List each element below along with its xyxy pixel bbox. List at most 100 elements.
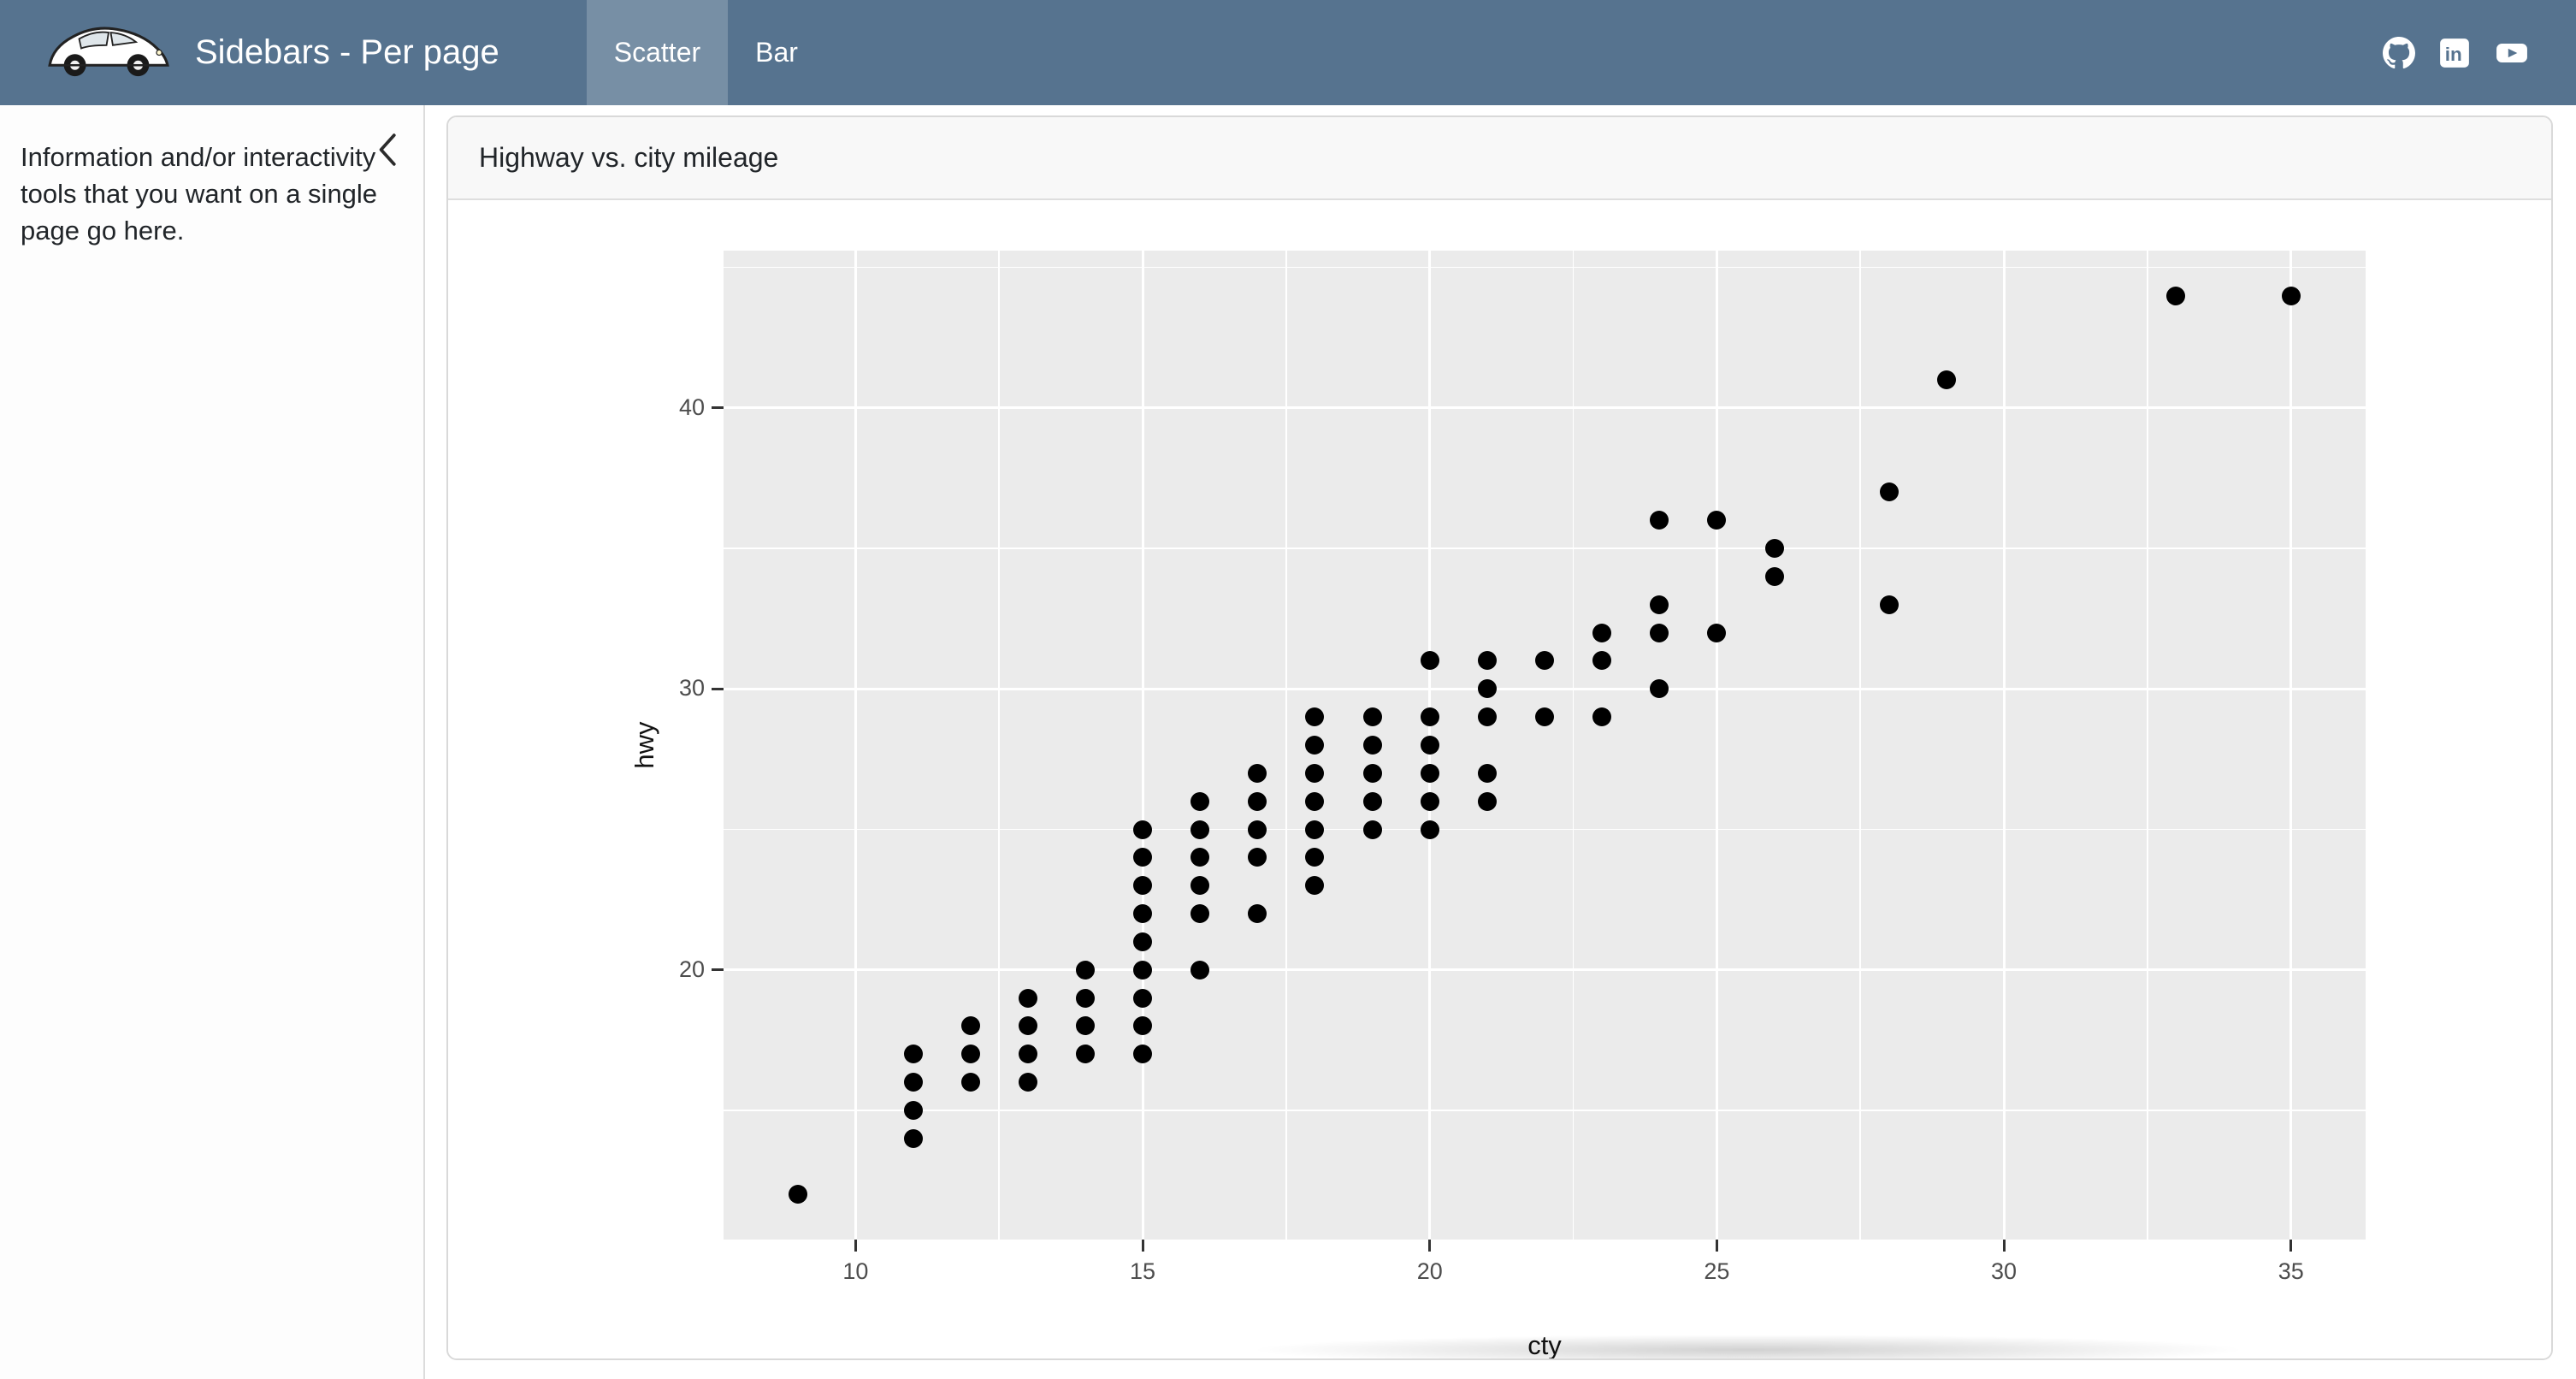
scatter-plot: 10 15 20 25 30 35 20 30 40 cty hwy: [448, 200, 2551, 1358]
data-point: [1477, 651, 1497, 671]
gridline-minor-x: [1859, 251, 1861, 1240]
plot-card: Highway vs. city mileage 10 15 20 25 30 35 20 3…: [446, 115, 2553, 1360]
social-links: in: [2383, 0, 2576, 105]
navbar: Sidebars - Per page Scatter Bar in: [0, 0, 2576, 105]
gridline-major-y: [724, 687, 2366, 690]
data-point: [1075, 988, 1095, 1008]
svg-text:in: in: [2445, 44, 2462, 65]
x-tick-mark: [2002, 1240, 2006, 1252]
data-point: [1420, 763, 1439, 783]
data-point: [1191, 848, 1210, 867]
x-tick-mark: [2289, 1240, 2293, 1252]
gridline-major-y: [724, 968, 2366, 972]
card-header: Highway vs. city mileage: [448, 117, 2551, 200]
page-layout: Information and/or interactivity tools t…: [0, 105, 2576, 1379]
data-point: [1133, 876, 1153, 896]
data-point: [1018, 1045, 1037, 1064]
youtube-icon[interactable]: [2496, 37, 2528, 69]
gridline-major-x: [854, 251, 857, 1240]
gridline-minor-y: [724, 1110, 2366, 1111]
tab-scatter[interactable]: Scatter: [586, 0, 729, 105]
data-point: [1248, 763, 1267, 783]
data-point: [1305, 736, 1325, 755]
card-title: Highway vs. city mileage: [479, 142, 779, 173]
data-point: [1936, 370, 1956, 390]
beetle-car-logo-icon: [44, 23, 173, 82]
data-point: [1018, 988, 1037, 1008]
data-point: [1191, 960, 1210, 980]
y-tick-mark: [712, 406, 724, 410]
y-tick-mark: [712, 687, 724, 690]
y-tick-label: 40: [678, 394, 705, 420]
data-point: [1879, 482, 1899, 502]
gridline-minor-y: [724, 828, 2366, 831]
chevron-left-icon[interactable]: [374, 131, 405, 166]
data-point: [1133, 1016, 1153, 1036]
data-point: [1133, 904, 1153, 924]
card-body: 10 15 20 25 30 35 20 30 40 cty hwy: [448, 200, 2551, 1358]
navbar-spacer: [825, 0, 2383, 105]
gridline-minor-x: [1572, 251, 1575, 1240]
data-point: [1535, 707, 1554, 727]
data-point: [1650, 595, 1669, 614]
plot-panel: [724, 251, 2366, 1240]
data-point: [1191, 820, 1210, 839]
x-tick-mark: [1715, 1240, 1718, 1252]
x-axis-title: cty: [1493, 1330, 1596, 1358]
data-point: [1477, 791, 1497, 811]
gridline-minor-y: [724, 266, 2366, 269]
data-point: [1535, 651, 1554, 671]
github-icon[interactable]: [2383, 36, 2415, 69]
data-point: [1191, 904, 1210, 924]
x-tick-label: 35: [2278, 1258, 2304, 1284]
gridline-minor-x: [2147, 251, 2148, 1240]
data-point: [1362, 791, 1382, 811]
y-tick-label: 20: [678, 956, 705, 982]
data-point: [1075, 1045, 1095, 1064]
data-point: [1133, 988, 1153, 1008]
sidebar: Information and/or interactivity tools t…: [0, 105, 425, 1379]
data-point: [2166, 286, 2186, 305]
data-point: [1420, 651, 1439, 671]
data-point: [960, 1073, 980, 1092]
data-point: [1362, 707, 1382, 727]
data-point: [1305, 763, 1325, 783]
data-point: [1420, 736, 1439, 755]
gridline-major-x: [1141, 251, 1144, 1240]
linkedin-icon[interactable]: in: [2439, 37, 2472, 69]
data-point: [1133, 960, 1153, 980]
x-tick-label: 30: [1991, 1258, 2018, 1284]
x-tick-mark: [1141, 1240, 1144, 1252]
sidebar-text: Information and/or interactivity tools t…: [21, 142, 378, 246]
app-title: Sidebars - Per page: [195, 33, 499, 71]
data-point: [1248, 848, 1267, 867]
data-point: [1018, 1016, 1037, 1036]
data-point: [1477, 679, 1497, 699]
data-point: [1420, 791, 1439, 811]
data-point: [960, 1045, 980, 1064]
data-point: [1592, 623, 1612, 642]
gridline-minor-y: [724, 547, 2366, 549]
data-point: [1305, 791, 1325, 811]
data-point: [1018, 1073, 1037, 1092]
data-point: [1420, 820, 1439, 839]
data-point: [1191, 791, 1210, 811]
data-point: [903, 1045, 923, 1064]
y-axis-title: hwy: [629, 721, 659, 769]
gridline-major-x: [1715, 251, 1718, 1240]
scroll-shadow: [1252, 1335, 2244, 1358]
tab-bar[interactable]: Bar: [755, 37, 798, 68]
data-point: [1879, 595, 1899, 614]
gridline-minor-x: [998, 251, 1000, 1240]
x-tick-mark: [854, 1240, 857, 1252]
data-point: [1248, 820, 1267, 839]
data-point: [1764, 539, 1784, 559]
gridline-major-y: [724, 406, 2366, 410]
data-point: [1305, 848, 1325, 867]
data-point: [1248, 791, 1267, 811]
data-point: [1075, 1016, 1095, 1036]
data-point: [1592, 707, 1612, 727]
data-point: [1133, 820, 1153, 839]
data-point: [1707, 511, 1727, 530]
data-point: [1707, 623, 1727, 642]
